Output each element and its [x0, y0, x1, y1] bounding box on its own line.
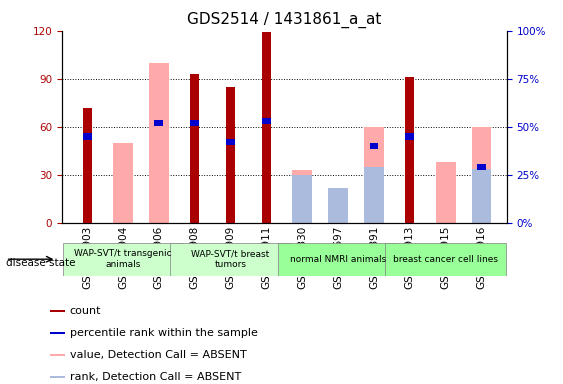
Bar: [50, 354, 65, 356]
Bar: [113, 143, 133, 223]
Bar: [328, 188, 348, 223]
Bar: [292, 170, 312, 223]
Bar: [149, 63, 169, 223]
Bar: [262, 32, 271, 223]
Text: breast cancer cell lines: breast cancer cell lines: [393, 255, 498, 264]
Text: normal NMRI animals: normal NMRI animals: [290, 255, 386, 264]
Bar: [190, 74, 199, 223]
Bar: [369, 143, 378, 149]
Bar: [262, 118, 271, 124]
Bar: [328, 191, 348, 223]
FancyBboxPatch shape: [386, 243, 506, 276]
Text: value, Detection Call = ABSENT: value, Detection Call = ABSENT: [70, 350, 247, 360]
Title: GDS2514 / 1431861_a_at: GDS2514 / 1431861_a_at: [187, 12, 382, 28]
Text: count: count: [70, 306, 101, 316]
Bar: [83, 133, 92, 139]
FancyBboxPatch shape: [278, 243, 399, 276]
Text: rank, Detection Call = ABSENT: rank, Detection Call = ABSENT: [70, 372, 241, 382]
Bar: [405, 77, 414, 223]
Bar: [364, 127, 384, 223]
Text: percentile rank within the sample: percentile rank within the sample: [70, 328, 258, 338]
Bar: [154, 120, 163, 126]
Bar: [226, 139, 235, 145]
Bar: [292, 175, 312, 223]
Bar: [472, 169, 491, 223]
Bar: [83, 108, 92, 223]
Bar: [477, 164, 486, 170]
Bar: [226, 87, 235, 223]
Bar: [50, 332, 65, 334]
Bar: [364, 167, 384, 223]
Text: WAP-SVT/t transgenic
animals: WAP-SVT/t transgenic animals: [74, 250, 172, 269]
Bar: [50, 310, 65, 312]
FancyBboxPatch shape: [170, 243, 291, 276]
Bar: [436, 162, 455, 223]
Bar: [190, 120, 199, 126]
Bar: [50, 376, 65, 378]
Bar: [405, 133, 414, 139]
Text: disease state: disease state: [6, 258, 75, 268]
Text: WAP-SVT/t breast
tumors: WAP-SVT/t breast tumors: [191, 250, 270, 269]
Bar: [472, 127, 491, 223]
FancyBboxPatch shape: [62, 243, 183, 276]
